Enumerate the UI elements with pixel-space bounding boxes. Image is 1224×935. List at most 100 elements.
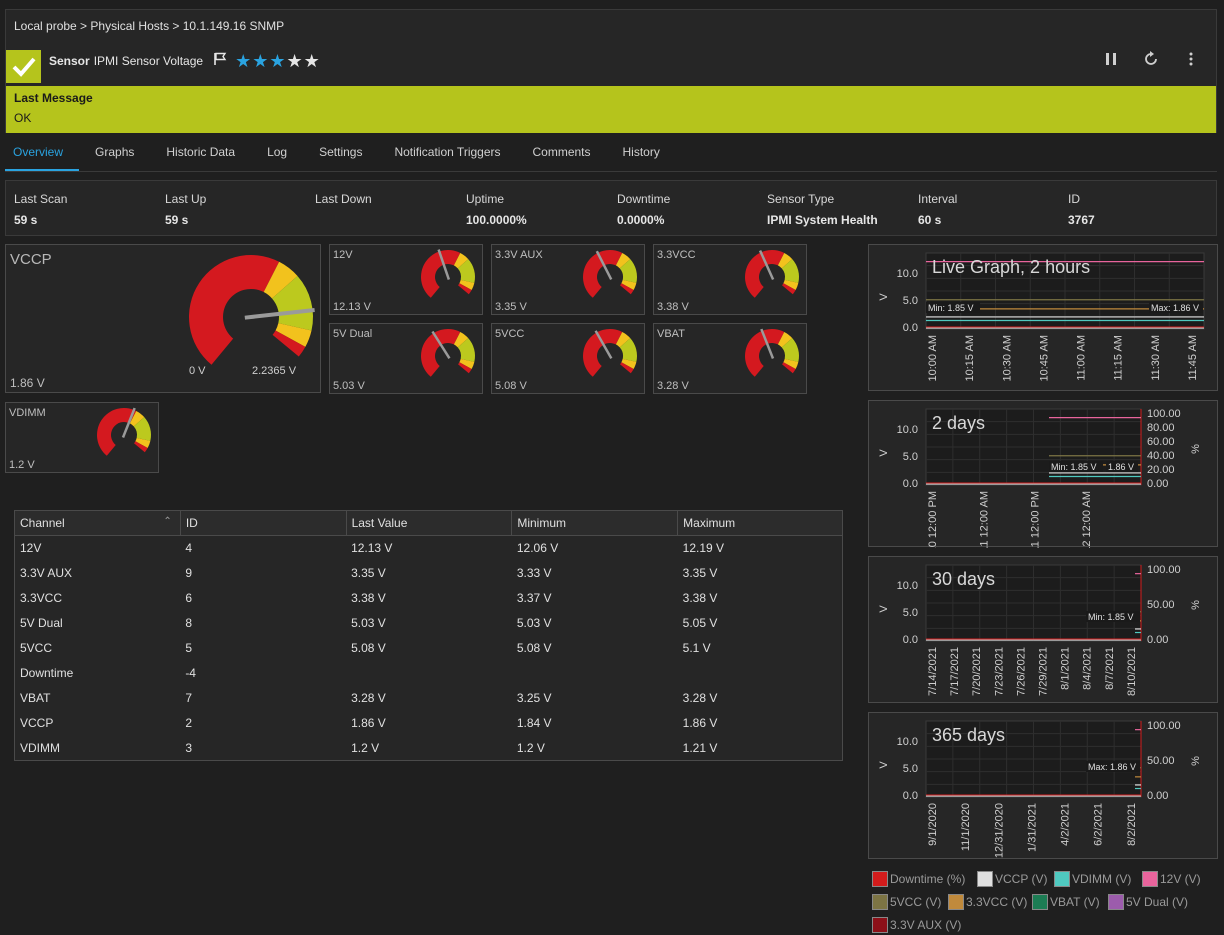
legend-item[interactable]: Downtime (%) — [872, 871, 965, 887]
gauge-band — [615, 252, 631, 269]
x-tick-label: 7/20/2021 — [971, 647, 983, 696]
tab-history[interactable]: History — [622, 145, 660, 159]
tab-notification-triggers[interactable]: Notification Triggers — [394, 145, 501, 159]
pause-icon[interactable] — [1102, 50, 1120, 68]
gauge-5vcc[interactable]: 5VCC 5.08 V — [491, 323, 645, 394]
star-empty-icon[interactable]: ★ — [303, 50, 320, 71]
gauge-value: 3.28 V — [657, 380, 689, 392]
x-tick-label: 7/23/2021 — [993, 647, 1005, 696]
gauge-band — [783, 358, 799, 370]
sort-asc-icon[interactable]: ⌃ — [163, 516, 172, 527]
tab-overview[interactable]: Overview — [5, 140, 80, 171]
sensor-name: IPMI Sensor Voltage — [93, 53, 204, 68]
legend-item[interactable]: 5VCC (V) — [872, 894, 941, 910]
gauge-dial — [189, 255, 315, 365]
legend-swatch — [1142, 871, 1158, 887]
gauge-5v-dual[interactable]: 5V Dual 5.03 V — [329, 323, 483, 394]
legend-item[interactable]: VCCP (V) — [977, 871, 1047, 887]
tab-comments[interactable]: Comments — [532, 145, 591, 159]
stat-downtime: Downtime 0.0000% — [617, 192, 670, 227]
gauge-band — [615, 331, 631, 348]
flag-icon[interactable] — [213, 52, 227, 69]
table-row[interactable]: 5V Dual 8 5.03 V 5.03 V 5.05 V — [15, 611, 843, 636]
gauge-needle — [758, 250, 775, 280]
legend-item[interactable]: 3.3VCC (V) — [948, 894, 1027, 910]
gauge-max: 2.2365 V — [252, 365, 297, 377]
gauge-dial — [745, 250, 799, 298]
legend-item[interactable]: VBAT (V) — [1032, 894, 1100, 910]
column-header-last-value[interactable]: Last Value — [346, 510, 513, 536]
table-row[interactable]: 3.3VCC 6 3.38 V 3.37 V 3.38 V — [15, 586, 843, 611]
y-tick-label: 5.0 — [903, 607, 918, 619]
legend-item[interactable]: 12V (V) — [1142, 871, 1201, 887]
stat-label: Last Up — [165, 192, 207, 206]
gauge-band — [459, 358, 475, 370]
tab-settings[interactable]: Settings — [319, 145, 363, 159]
column-header-label: ID — [185, 516, 198, 530]
table-row[interactable]: 5VCC 5 5.08 V 5.08 V 5.1 V — [15, 636, 843, 661]
min-label: Min: 1.85 V — [928, 303, 974, 313]
table-row[interactable]: VBAT 7 3.28 V 3.25 V 3.28 V — [15, 686, 843, 711]
x-tick-label: 8/7/2021 — [1104, 647, 1116, 690]
legend-item[interactable]: VDIMM (V) — [1054, 871, 1131, 887]
gauge-needle — [595, 250, 613, 280]
column-header-label: Maximum — [683, 516, 736, 530]
star-filled-icon[interactable]: ★ — [235, 50, 252, 71]
table-row[interactable]: 12V 4 12.13 V 12.06 V 12.19 V — [15, 536, 843, 561]
star-filled-icon[interactable]: ★ — [269, 50, 286, 71]
y2-axis-label: % — [1190, 756, 1202, 766]
tab-historic-data[interactable]: Historic Data — [166, 145, 236, 159]
gauge-name: 5VCC — [495, 328, 525, 340]
table-cell: 1.84 V — [516, 716, 552, 730]
priority-stars[interactable]: ★ ★ ★ ★ ★ — [235, 50, 320, 71]
legend-item[interactable]: 5V Dual (V) — [1108, 894, 1188, 910]
star-empty-icon[interactable]: ★ — [286, 50, 303, 71]
gauge-3-3vcc[interactable]: 3.3VCC 3.38 V — [653, 244, 807, 315]
table-row[interactable]: VDIMM 3 1.2 V 1.2 V 1.21 V — [15, 736, 843, 761]
table-cell: 3.35 V — [351, 566, 386, 580]
sensor-prefix: Sensor — [49, 53, 90, 68]
table-row[interactable]: VCCP 2 1.86 V 1.84 V 1.86 V — [15, 711, 843, 736]
gauge-band — [272, 275, 313, 331]
column-header-minimum[interactable]: Minimum — [511, 510, 679, 536]
gauge-name: VBAT — [657, 328, 685, 340]
graph-365-days[interactable]: 10.0 5.0 0.0 V 100.00 50.00 0.00% 9/1/2020 11/1/… — [868, 712, 1218, 859]
x-tick-label: 7/29/2021 — [1037, 647, 1049, 696]
gauge-vdimm[interactable]: VDIMM 1.2 V — [5, 402, 159, 473]
column-header-channel[interactable]: Channel ⌃ — [14, 510, 181, 536]
legend-item[interactable]: 3.3V AUX (V) — [872, 917, 961, 933]
gauge-value: 5.03 V — [333, 380, 365, 392]
gauge-band — [263, 261, 298, 299]
graph-30-days[interactable]: 10.0 5.0 0.0 V 100.00 50.00 0.00% 7/14/2021 7/17… — [868, 556, 1218, 703]
breadcrumb[interactable]: Local probe > Physical Hosts > 10.1.149.… — [14, 19, 285, 33]
y-axis-label: V — [878, 293, 890, 301]
gauge-band — [458, 283, 472, 295]
gauge-band — [783, 279, 799, 291]
y-axis-label: V — [878, 761, 890, 769]
gauge-3-3v-aux[interactable]: 3.3V AUX 3.35 V — [491, 244, 645, 315]
gauge-band — [272, 330, 306, 357]
tab-graphs[interactable]: Graphs — [95, 145, 135, 159]
y-tick-label: 10.0 — [897, 424, 918, 436]
table-row[interactable]: 3.3V AUX 9 3.35 V 3.33 V 3.35 V — [15, 561, 843, 586]
column-header-maximum[interactable]: Maximum — [677, 510, 843, 536]
gauge-dial — [421, 329, 475, 377]
x-tick-label: 11:45 AM — [1187, 335, 1199, 381]
tab-log[interactable]: Log — [267, 145, 288, 159]
column-header-id[interactable]: ID — [180, 510, 347, 536]
table-row[interactable]: Downtime -4 — [15, 661, 843, 686]
graph-live[interactable]: 10.0 5.0 0.0 V 10:00 AM 10:15 AM 10:30 AM 10:45… — [868, 244, 1218, 391]
gauge-vccp[interactable]: VCCP 0 V 2.2365 V 1.86 V — [5, 244, 321, 393]
star-filled-icon[interactable]: ★ — [252, 50, 269, 71]
more-menu-icon[interactable] — [1182, 50, 1200, 68]
channels-table: Channel ⌃ ID Last Value Minimum Maximum 12V 4 1… — [14, 510, 843, 761]
graph-title: 365 days — [932, 725, 1006, 745]
gauge-dial — [421, 249, 475, 298]
gauge-vbat[interactable]: VBAT 3.28 V — [653, 323, 807, 394]
graph-2-days[interactable]: 10.0 5.0 0.0 V 100.00 80.00 60.00 40.00 20.00 0.0… — [868, 400, 1218, 548]
gauge-band — [458, 362, 472, 374]
refresh-icon[interactable] — [1142, 50, 1160, 68]
x-tick-label: 8/4/2021 — [1082, 647, 1094, 690]
gauge-12v[interactable]: 12V 12.13 V — [329, 244, 483, 315]
graph-canvas: 10.0 5.0 0.0 V 100.00 50.00 0.00% 7/14/2021 7/17… — [878, 564, 1202, 696]
